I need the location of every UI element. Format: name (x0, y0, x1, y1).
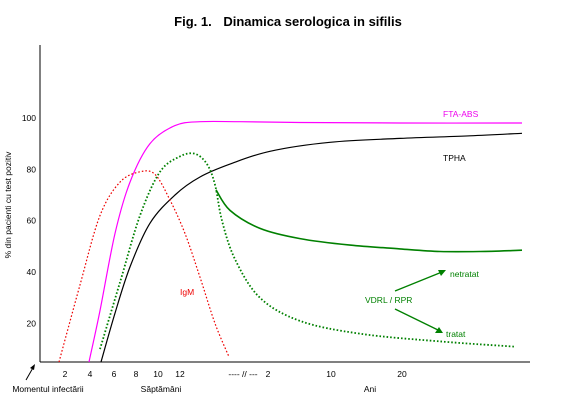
figure-title: Dinamica serologica in sifilis (223, 14, 402, 29)
arrow-tratat-head-icon (435, 327, 443, 333)
axis-break: ---- // --- (228, 369, 257, 379)
chart-axes (39, 45, 530, 363)
y-axis-label: % din pacienti cu test pozitiv (3, 151, 13, 259)
y-ticks: 20 40 60 80 100 (22, 113, 36, 329)
chart-title: Fig. 1. Dinamica serologica in sifilis (0, 14, 576, 29)
label-tratat: tratat (446, 329, 466, 339)
week-tick-8: 8 (134, 369, 139, 379)
label-tpha: TPHA (443, 153, 466, 163)
label-fta-abs: FTA-ABS (443, 109, 479, 119)
years-label: Ani (364, 384, 376, 394)
figure-number: Fig. 1. (174, 14, 212, 29)
infection-moment-label: Momentul infectării (12, 384, 83, 394)
year-tick-2: 2 (266, 369, 271, 379)
year-tick-10: 10 (326, 369, 336, 379)
label-igm: IgM (180, 287, 194, 297)
year-tick-20: 20 (397, 369, 407, 379)
series-line-fta-abs (88, 120, 523, 363)
y-tick-80: 80 (27, 164, 37, 174)
y-tick-100: 100 (22, 113, 36, 123)
series-line-netratat (215, 189, 523, 253)
y-tick-20: 20 (27, 318, 37, 328)
weeks-label: Săptămâni (141, 384, 182, 394)
label-vdrl-rpr: VDRL / RPR (365, 295, 412, 305)
x-axis-labels: 2 4 6 8 10 12 ---- // --- 2 10 20 Săptăm… (12, 364, 407, 394)
label-netratat: netratat (450, 269, 479, 279)
series-line-tpha (100, 132, 523, 363)
week-tick-6: 6 (112, 369, 117, 379)
infection-arrow-head-icon (30, 364, 35, 370)
week-tick-2: 2 (63, 369, 68, 379)
y-tick-40: 40 (27, 267, 37, 277)
arrow-tratat-icon (394, 308, 439, 331)
y-tick-60: 60 (27, 216, 37, 226)
week-tick-12: 12 (175, 369, 185, 379)
week-tick-10: 10 (153, 369, 163, 379)
series-line-igm (58, 170, 230, 363)
series-lines (58, 120, 523, 363)
arrow-netratat-icon (394, 271, 443, 292)
chart-annotations: FTA-ABS TPHA IgM VDRL / RPR netratat tra… (180, 109, 479, 339)
week-tick-4: 4 (88, 369, 93, 379)
series-line-vdrl-rpr (99, 152, 515, 350)
arrow-netratat-head-icon (438, 270, 446, 276)
